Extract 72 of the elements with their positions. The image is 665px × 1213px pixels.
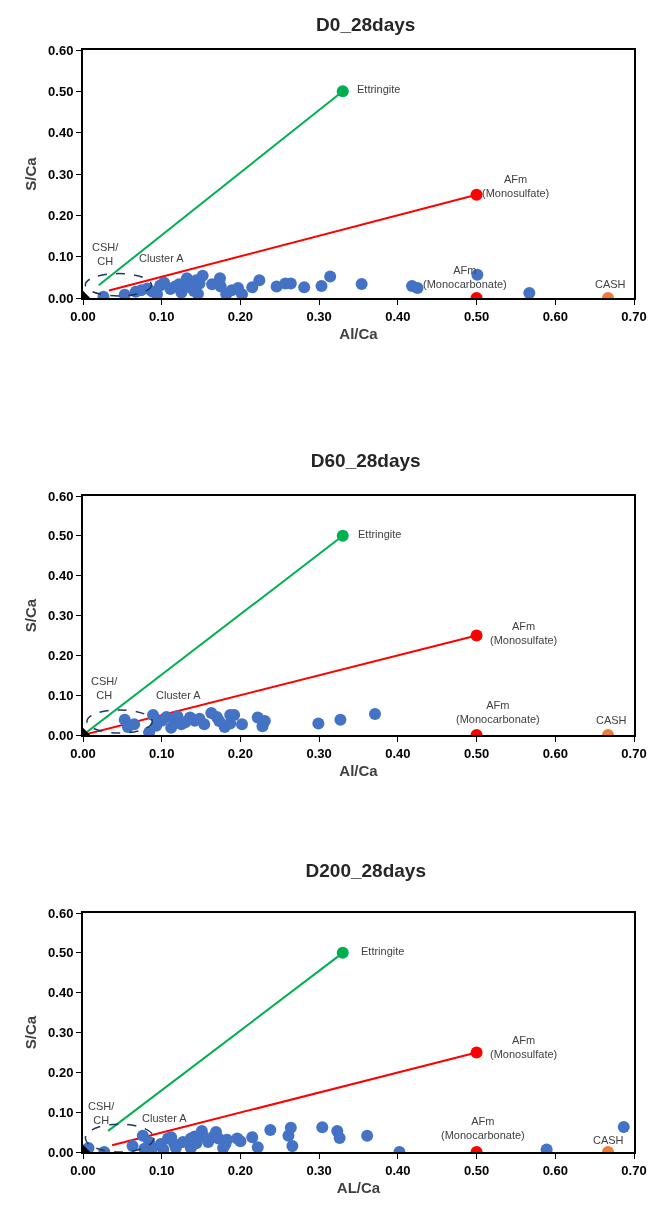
annotation: AFm (Monosulfate) (490, 620, 558, 647)
annotation: CSH/ CH (88, 1100, 116, 1127)
y-tick-label: 0.00 (48, 290, 74, 306)
x-tick-label: 0.70 (621, 308, 647, 324)
annotation: AFm (Monosulfate) (482, 173, 550, 200)
x-tick-label: 0.50 (463, 1162, 490, 1178)
y-tick-label: 0.50 (48, 83, 74, 99)
x-tick-label: 0.70 (621, 745, 647, 761)
y-tick-label: 0.50 (48, 945, 74, 961)
annotation: Cluster A (156, 689, 202, 701)
chart-title: D200_28days (305, 859, 426, 881)
y-tick-label: 0.40 (48, 985, 74, 1001)
y-tick-label: 0.30 (48, 608, 74, 624)
annotation: Ettringite (358, 528, 402, 540)
y-tick-label: 0.60 (48, 905, 74, 921)
y-tick-label: 0.00 (48, 727, 74, 743)
y-tick-label: 0.00 (48, 1144, 74, 1160)
y-tick-label: 0.60 (48, 488, 74, 504)
y-axis-title: S/Ca (21, 156, 39, 191)
annotation: CASH (596, 714, 627, 726)
y-tick-label: 0.40 (48, 125, 74, 141)
annotation: AFm (Monosulfate) (490, 1034, 558, 1061)
x-tick-label: 0.60 (542, 1162, 568, 1178)
annotation: AFm (Monocarbonate) (456, 699, 540, 726)
x-tick-label: 0.00 (70, 1162, 96, 1178)
y-axis-title: S/Ca (21, 598, 39, 633)
y-tick-label: 0.30 (48, 166, 74, 182)
y-tick-label: 0.10 (48, 1104, 74, 1120)
annotation: AFm (Monocarbonate) (441, 1115, 525, 1142)
x-tick-label: 0.40 (385, 745, 411, 761)
x-tick-label: 0.30 (306, 1162, 332, 1178)
y-tick-label: 0.60 (48, 42, 74, 58)
x-tick-label: 0.30 (306, 745, 332, 761)
x-tick-label: 0.00 (70, 308, 96, 324)
y-tick-label: 0.20 (48, 647, 74, 663)
x-tick-label: 0.20 (227, 308, 254, 324)
x-tick-label: 0.50 (463, 745, 490, 761)
annotation: Cluster A (142, 1112, 188, 1124)
y-tick-label: 0.50 (48, 528, 74, 544)
x-tick-label: 0.00 (70, 745, 96, 761)
x-tick-label: 0.70 (621, 1162, 647, 1178)
x-tick-label: 0.10 (149, 1162, 175, 1178)
annotation: CASH (593, 1134, 624, 1146)
annotation: CSH/ CH (91, 675, 119, 702)
chart-title: D0_28days (316, 13, 416, 35)
annotation: Ettringite (361, 945, 405, 957)
y-tick-label: 0.40 (48, 568, 74, 584)
annotation: CSH/ CH (92, 241, 120, 268)
x-tick-label: 0.30 (306, 308, 332, 324)
x-tick-label: 0.50 (463, 308, 490, 324)
x-axis-title: AL/Ca (336, 1179, 381, 1197)
annotation: Cluster A (139, 252, 185, 264)
chart-title: D60_28days (310, 449, 421, 471)
y-axis-title: S/Ca (21, 1015, 39, 1050)
y-tick-label: 0.30 (48, 1025, 74, 1041)
x-axis-title: Al/Ca (339, 325, 379, 343)
y-tick-label: 0.20 (48, 1064, 74, 1080)
x-tick-label: 0.60 (542, 745, 568, 761)
x-tick-label: 0.10 (149, 308, 175, 324)
x-tick-label: 0.20 (227, 1162, 254, 1178)
x-tick-label: 0.20 (227, 745, 254, 761)
x-tick-label: 0.40 (385, 308, 411, 324)
x-axis-title: Al/Ca (339, 762, 379, 780)
annotation: AFm (Monocarbonate) (423, 264, 507, 291)
y-tick-label: 0.20 (48, 207, 74, 223)
x-tick-label: 0.60 (542, 308, 568, 324)
annotation: Ettringite (357, 83, 401, 95)
x-tick-label: 0.10 (149, 745, 175, 761)
x-tick-label: 0.40 (385, 1162, 411, 1178)
y-tick-label: 0.10 (48, 687, 74, 703)
annotation: CASH (595, 278, 626, 290)
y-tick-label: 0.10 (48, 249, 74, 265)
